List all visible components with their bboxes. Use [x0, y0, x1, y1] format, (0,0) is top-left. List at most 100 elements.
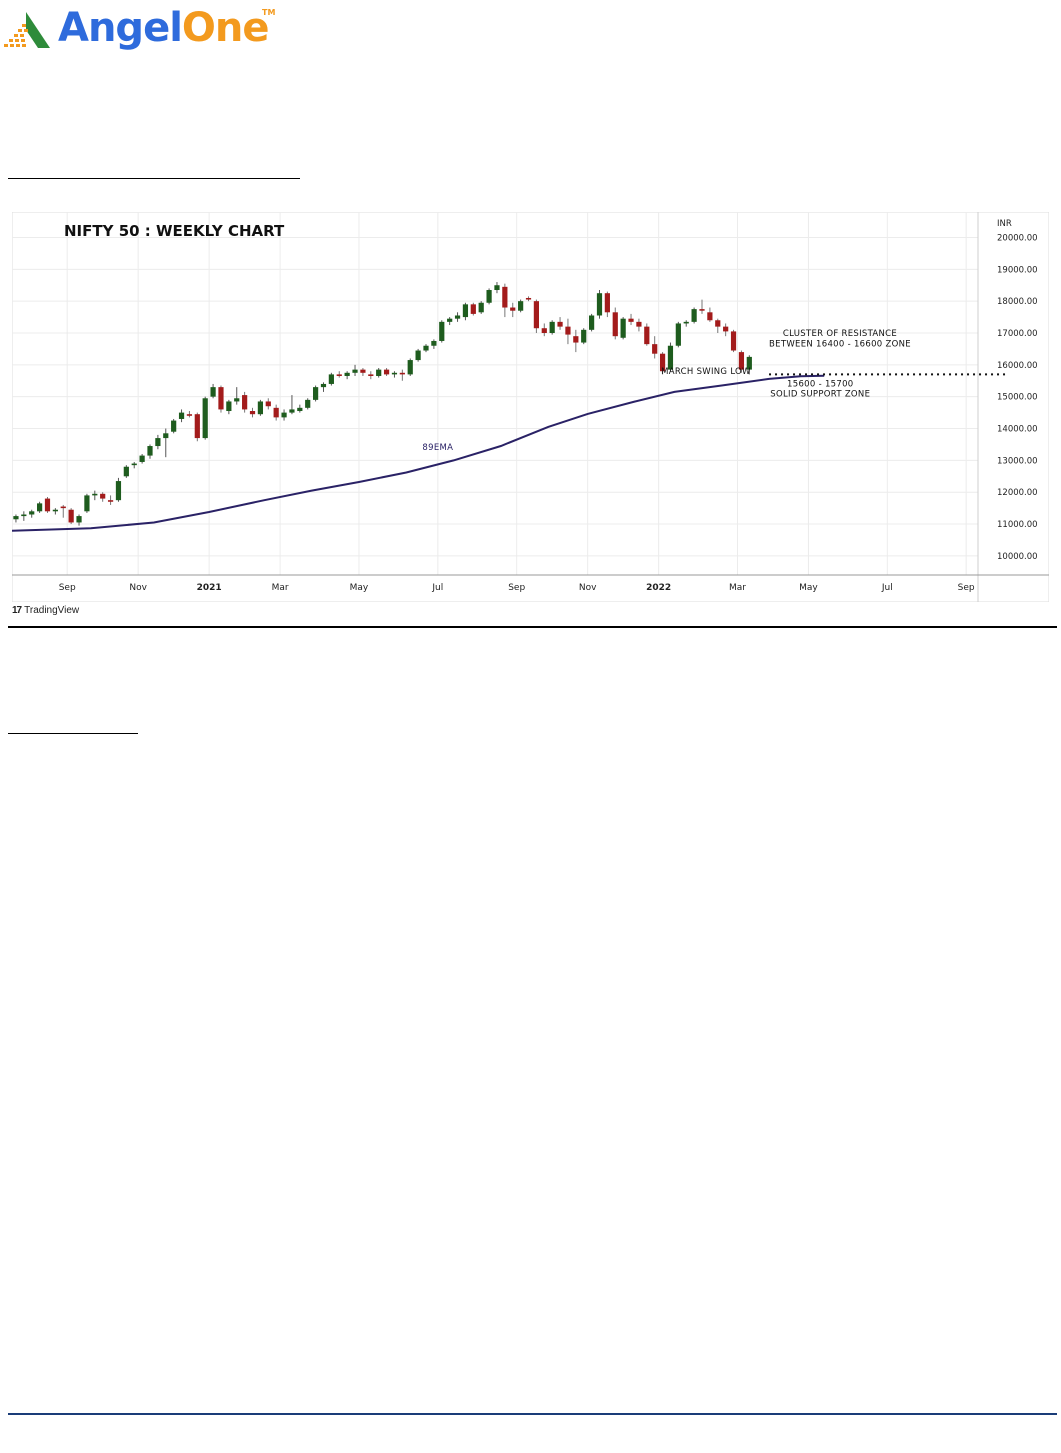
candle-body [636, 321, 642, 327]
candle-body [399, 372, 405, 375]
brand-trademark: TM [262, 8, 276, 17]
chart-frame [12, 212, 1049, 602]
candle-body [383, 369, 390, 375]
nifty-weekly-chart: 10000.00 11000.00 12000.00 13000.00 14000.00… [12, 212, 1049, 602]
candle-body [68, 509, 74, 523]
candle-body [620, 318, 626, 338]
y-tick-label: 13000.00 [997, 456, 1038, 466]
tradingview-label: TradingView [24, 605, 80, 616]
candle-body [675, 323, 681, 346]
candle-body [652, 344, 658, 354]
candle-body [29, 511, 35, 515]
chart-annotation: 15600 - 15700 [787, 379, 853, 389]
candle-body [273, 407, 279, 418]
section-underline-2 [8, 733, 138, 734]
chart-annotation: CLUSTER OF RESISTANCE [783, 329, 897, 339]
candle-body [336, 374, 342, 376]
candle-body [391, 372, 398, 375]
candle-body [738, 352, 745, 370]
candle-body [44, 498, 51, 512]
candle-body [683, 321, 689, 324]
candle-body [723, 326, 729, 332]
candle-body [131, 463, 137, 466]
candle-body [447, 318, 453, 322]
y-tick-label: 19000.00 [997, 265, 1038, 275]
candle-body [628, 318, 634, 322]
candle-body [707, 312, 713, 321]
candle-body [305, 399, 311, 408]
candle-body [328, 374, 334, 384]
y-tick-label: 20000.00 [997, 233, 1038, 243]
candle-body [178, 412, 185, 419]
candle-body [147, 446, 153, 456]
currency-label: INR [997, 219, 1012, 229]
y-tick-label: 11000.00 [997, 520, 1038, 530]
candle-body [234, 398, 240, 402]
x-tick-label: Sep [508, 583, 525, 593]
candle-body [746, 356, 752, 370]
candle-body [691, 309, 697, 322]
x-tick-label: Nov [579, 583, 597, 593]
candle-body [478, 302, 484, 313]
candle-body [344, 372, 350, 376]
candle-body [407, 360, 413, 375]
candle-body [171, 420, 177, 432]
candle-body [581, 329, 587, 343]
candle-body [486, 290, 492, 303]
candle-body [439, 321, 445, 341]
candle-body [210, 387, 216, 397]
y-tick-label: 10000.00 [997, 552, 1038, 562]
candle-body [139, 455, 145, 462]
candle-body [730, 331, 737, 351]
candle-body [502, 286, 508, 308]
brand-name: AngelOne [58, 0, 270, 56]
section-divider [8, 626, 1057, 628]
candle-body [510, 307, 516, 311]
ema-line [12, 374, 825, 532]
candle-body [518, 301, 524, 311]
x-tick-label: Sep [958, 583, 975, 593]
candle-body [612, 312, 618, 337]
angel-triangle-icon [4, 12, 50, 48]
candle-body [60, 506, 66, 509]
tradingview-attribution: 17 TradingView [12, 605, 79, 616]
candle-body [462, 304, 469, 318]
candle-body [541, 328, 547, 333]
candle-body [360, 369, 366, 373]
candle-body [123, 466, 129, 477]
candle-body [423, 345, 429, 351]
tradingview-logo-icon: 17 [12, 605, 22, 616]
y-tick-label: 15000.00 [997, 393, 1038, 403]
brand-name-part2: One [181, 5, 270, 51]
candle-body [454, 315, 461, 319]
candle-body [257, 401, 264, 415]
x-tick-label: Mar [272, 583, 289, 593]
candle-body [52, 509, 58, 512]
chart-title: NIFTY 50 : WEEKLY CHART [64, 222, 285, 240]
x-tick-label: May [799, 583, 818, 593]
y-tick-label: 16000.00 [997, 361, 1038, 371]
candle-body [557, 321, 563, 327]
chart-annotation: SOLID SUPPORT ZONE [770, 390, 870, 400]
candle-body [644, 326, 650, 345]
candle-body [226, 401, 232, 412]
candle-body [265, 401, 271, 407]
footer-divider [8, 1413, 1057, 1415]
candle-body [312, 387, 319, 400]
candle-body [715, 320, 721, 327]
candle-body [76, 516, 82, 523]
candle-body [13, 516, 19, 520]
candle-body [699, 309, 705, 311]
candle-body [667, 345, 674, 370]
candle-body [565, 326, 571, 335]
chart-annotation: 89EMA [422, 443, 453, 453]
y-tick-label: 18000.00 [997, 297, 1038, 307]
x-tick-label: Nov [129, 583, 147, 593]
candle-body [107, 500, 114, 502]
candle-body [186, 414, 193, 416]
brand-name-part1: Angel [58, 5, 183, 51]
x-tick-label: Jul [431, 583, 443, 593]
candle-body [155, 438, 161, 447]
candle-body [194, 414, 200, 439]
candle-body [549, 321, 555, 333]
